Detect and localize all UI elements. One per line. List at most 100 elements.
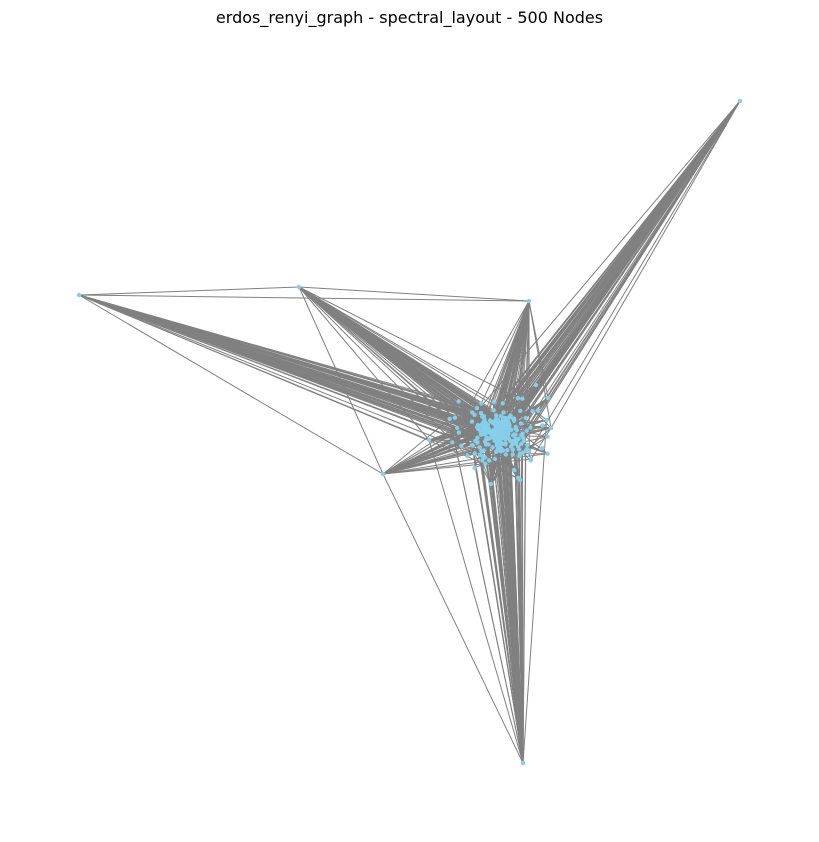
graph-edge — [517, 100, 741, 399]
graph-node — [486, 458, 492, 463]
graph-edge — [78, 294, 480, 448]
graph-node — [514, 440, 519, 445]
graph-edge — [78, 294, 520, 457]
graph-node — [513, 426, 518, 431]
graph-node — [477, 445, 482, 450]
graph-node — [499, 423, 504, 428]
graph-node — [447, 416, 452, 422]
graph-node — [475, 435, 480, 440]
graph-node — [482, 455, 488, 460]
graph-node — [509, 427, 514, 433]
graph-node — [524, 428, 529, 433]
graph-edge — [382, 473, 524, 764]
graph-node — [520, 396, 525, 401]
graph-node — [469, 419, 475, 424]
graph-node — [296, 284, 302, 290]
graph-edge — [502, 426, 524, 764]
graph-edge — [298, 286, 478, 443]
graph-node — [472, 465, 477, 471]
graph-node — [505, 447, 510, 453]
graph-node — [530, 409, 535, 414]
graph-edge — [526, 300, 530, 431]
graph-edge — [78, 294, 430, 441]
graph-edge — [495, 100, 741, 453]
graph-node — [472, 412, 477, 418]
graph-node — [491, 421, 496, 426]
graph-edge — [519, 479, 524, 764]
graph-node — [481, 419, 486, 425]
graph-node — [494, 436, 499, 441]
graph-node — [496, 426, 501, 432]
graph-edge — [449, 418, 524, 764]
graph-edge — [523, 100, 741, 442]
graph-edge — [78, 294, 499, 425]
graph-edge — [78, 294, 528, 450]
graph-node — [536, 408, 541, 413]
graph-node — [480, 458, 485, 463]
graph-node — [505, 431, 511, 436]
graph-node — [508, 444, 514, 449]
graph-node — [517, 477, 523, 483]
graph-edge — [298, 286, 456, 419]
graph-node — [490, 445, 495, 450]
graph-node — [479, 401, 484, 406]
graph-node — [469, 443, 475, 448]
graph-node — [456, 399, 461, 404]
graph-edge — [521, 300, 530, 399]
graph-edge — [490, 483, 524, 764]
graph-edge — [535, 100, 741, 386]
graph-node — [545, 395, 551, 401]
graph-edge — [520, 410, 533, 436]
graph-node — [456, 430, 462, 435]
graph-node — [486, 442, 491, 447]
graph-node — [483, 461, 488, 466]
graph-node — [501, 410, 506, 415]
graph-edge — [500, 451, 519, 479]
graph-node — [465, 453, 470, 459]
graph-node — [540, 445, 545, 451]
graph-edge — [298, 286, 522, 436]
graph-node — [508, 413, 513, 418]
graph-edge — [78, 294, 384, 475]
graph-edge — [298, 286, 519, 399]
graph-edge — [298, 286, 495, 403]
graph-edge — [382, 418, 451, 475]
graph-node — [488, 481, 494, 487]
graph-node — [528, 458, 533, 463]
graph-node — [540, 423, 545, 428]
graph-node — [502, 426, 507, 431]
graph-node — [527, 449, 532, 454]
graph-node — [737, 98, 743, 104]
graph-node — [459, 443, 464, 448]
graph-edge — [298, 286, 507, 455]
graph-node — [483, 437, 489, 442]
graph-node — [455, 425, 460, 431]
graph-node — [548, 425, 554, 431]
graph-node — [501, 418, 506, 423]
graph-node — [528, 425, 533, 430]
graph-node — [503, 452, 508, 457]
graph-edge — [490, 100, 741, 485]
graph-node — [481, 448, 486, 453]
graph-edge — [428, 439, 524, 764]
graph-node — [512, 416, 517, 421]
graph-edge — [298, 286, 430, 441]
graph-edge — [382, 432, 500, 475]
graph-edge — [454, 417, 473, 423]
graph-edge — [461, 445, 521, 481]
graph-edge — [480, 300, 530, 404]
graph-edge — [497, 432, 524, 764]
graph-edge — [298, 286, 473, 422]
graph-node — [510, 439, 515, 444]
graph-node — [494, 413, 499, 418]
graph-edge — [509, 300, 530, 430]
graph-node — [519, 441, 524, 446]
graph-edge — [298, 286, 484, 423]
graph-edge — [512, 436, 548, 445]
graph-node — [491, 408, 496, 413]
graph-edge — [382, 456, 485, 475]
graph-node — [498, 445, 503, 451]
graph-node — [496, 441, 502, 446]
graph-node — [510, 452, 515, 457]
